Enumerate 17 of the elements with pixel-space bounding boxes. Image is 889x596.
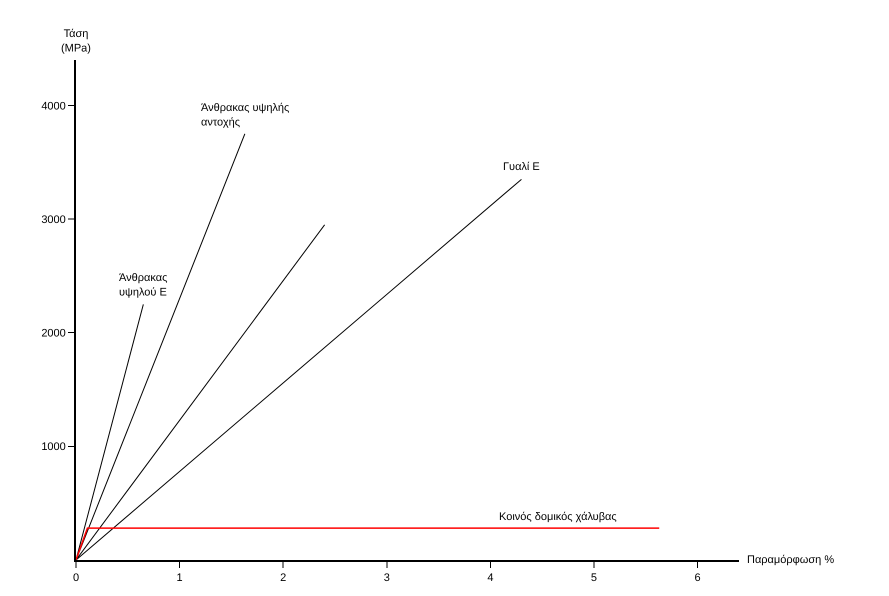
series-label: Άνθρακας υψηλής αντοχής [201, 102, 290, 128]
series-label: Κοινός δομικός χάλυβας [499, 511, 617, 523]
x-tick-label: 0 [72, 572, 80, 584]
y-tick-label: 3000 [41, 214, 66, 226]
x-tick-label: 4 [487, 572, 494, 584]
x-tick-label: 6 [694, 572, 701, 584]
x-axis-title: Παραμόρφωση % [747, 554, 834, 566]
series-label: Γυαλί Ε [503, 161, 540, 173]
y-axis-title: Τάση (MPa) [61, 28, 91, 54]
y-tick-label: 2000 [41, 328, 66, 340]
y-tick-label: 1000 [41, 441, 66, 454]
x-tick-label: 1 [176, 572, 183, 584]
x-tick-label: 5 [590, 572, 598, 584]
x-tick-label: 3 [384, 572, 390, 584]
y-tick-label: 4000 [41, 100, 66, 112]
series-label: Άνθρακας υψηλού Ε [119, 272, 168, 298]
x-tick-label: 2 [280, 572, 286, 584]
